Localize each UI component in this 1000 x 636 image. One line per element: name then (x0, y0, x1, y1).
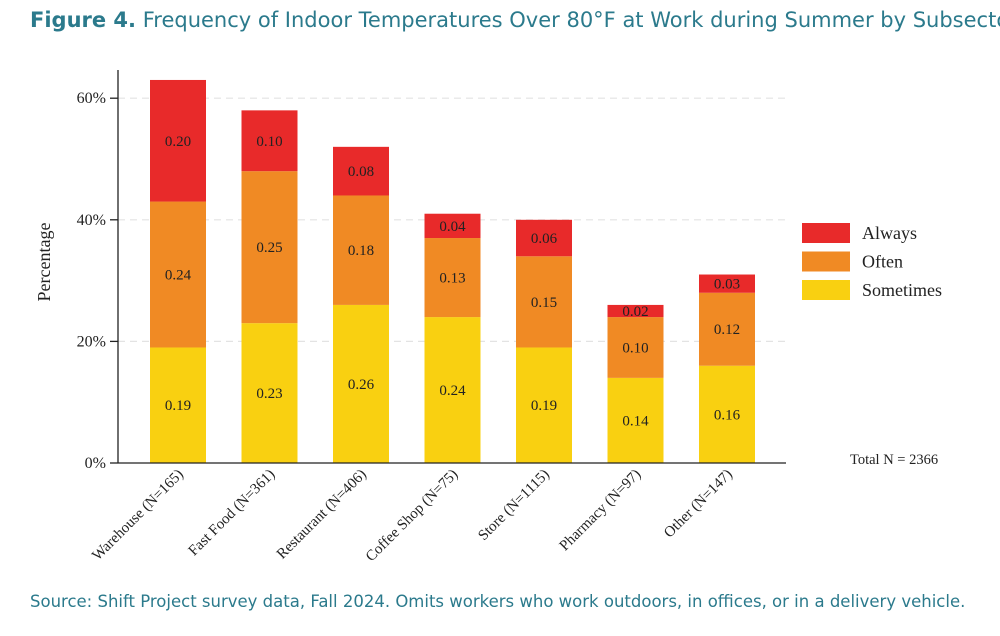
total-n-annotation: Total N = 2366 (850, 452, 938, 468)
bar-segment-sometimes (516, 347, 572, 463)
bar-segment-often (241, 171, 298, 324)
data-label: 0.10 (256, 134, 282, 150)
y-tick-label: 20% (77, 333, 106, 350)
data-label: 0.10 (622, 340, 648, 356)
data-label: 0.25 (256, 240, 282, 256)
bar-segment-always (607, 304, 664, 318)
x-tick-label: Store (N=1115) (475, 467, 552, 544)
bar-segment-sometimes (424, 317, 481, 463)
legend-swatch-always (802, 223, 850, 243)
data-label: 0.16 (714, 407, 741, 423)
x-tick-label: Other (N=147) (661, 467, 736, 542)
bar-segment-always (333, 146, 389, 196)
data-label: 0.02 (622, 304, 648, 320)
y-tick-label: 0% (85, 455, 106, 472)
bar-segment-often (607, 317, 664, 378)
data-label: 0.20 (165, 134, 191, 150)
data-label: 0.04 (439, 219, 466, 235)
data-label: 0.19 (165, 398, 191, 414)
bar-segment-always (241, 110, 298, 172)
bar-segment-sometimes (699, 365, 755, 463)
data-label: 0.08 (348, 164, 374, 180)
y-tick-label: 40% (77, 212, 106, 229)
x-tick-label: Pharmacy (N=97) (557, 467, 645, 555)
y-axis-title: Percentage (34, 223, 54, 302)
bar-segment-often (333, 195, 389, 305)
data-label: 0.12 (714, 322, 740, 338)
x-tick-label: Restaurant (N=406) (274, 467, 370, 563)
data-label: 0.26 (348, 377, 375, 393)
bar-segment-often (516, 256, 572, 348)
data-label: 0.24 (165, 268, 192, 284)
legend-label-always: Always (862, 223, 917, 243)
data-label: 0.14 (622, 413, 649, 429)
legend-label-often: Often (862, 252, 903, 272)
x-tick-label: Coffee Shop (N=75) (363, 467, 461, 565)
bar-segment-sometimes (150, 347, 206, 463)
bar-segment-often (150, 201, 206, 348)
data-label: 0.06 (531, 231, 558, 247)
legend-swatch-often (802, 251, 850, 272)
bar-segment-always (516, 219, 572, 257)
legend-label-sometimes: Sometimes (862, 280, 942, 300)
x-tick-label: Fast Food (N=361) (186, 467, 279, 560)
data-label: 0.03 (714, 277, 740, 293)
bar-segment-always (699, 274, 755, 293)
data-label: 0.15 (531, 295, 557, 311)
figure-source-caption: Source: Shift Project survey data, Fall … (30, 592, 966, 611)
figure-label: Figure 4. (30, 8, 137, 32)
bar-segment-sometimes (241, 323, 298, 463)
data-label: 0.19 (531, 398, 557, 414)
data-label: 0.13 (439, 271, 465, 287)
data-label: 0.23 (256, 386, 282, 402)
data-label: 0.18 (348, 243, 374, 259)
x-tick-label: Warehouse (N=165) (89, 467, 186, 564)
data-label: 0.24 (439, 383, 466, 399)
figure-title: Figure 4. Frequency of Indoor Temperatur… (30, 8, 1000, 32)
bar-segment-sometimes (333, 304, 389, 463)
legend-swatch-sometimes (802, 280, 850, 300)
bar-segment-often (424, 238, 481, 318)
figure-title-text: Frequency of Indoor Temperatures Over 80… (142, 8, 1000, 32)
bar-segment-often (699, 292, 755, 366)
bar-segment-always (424, 213, 481, 239)
bar-segment-sometimes (607, 377, 664, 463)
y-tick-label: 60% (77, 90, 106, 107)
bar-segment-always (150, 79, 206, 202)
